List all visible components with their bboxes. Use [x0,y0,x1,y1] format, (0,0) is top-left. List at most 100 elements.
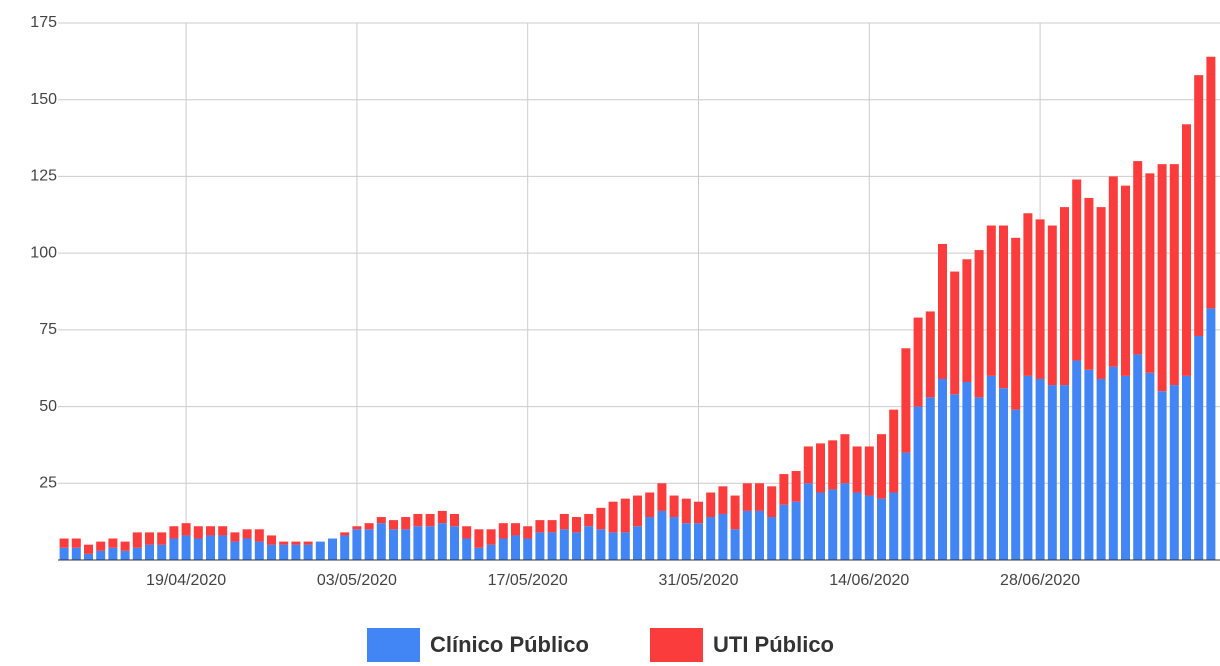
bar [840,434,850,484]
bar [925,397,935,560]
bar [462,526,472,539]
bar [206,526,215,536]
bar [913,317,923,407]
bar [633,495,642,527]
bar [462,538,472,560]
bar [1133,354,1143,560]
bar [498,523,508,539]
bar [352,529,362,560]
bar [584,526,594,560]
bar [474,529,484,548]
x-tick-label: 31/05/2020 [658,572,738,589]
bar [852,446,862,493]
bar [816,443,825,493]
bar [974,250,984,398]
bar [425,513,435,527]
bar [572,517,581,533]
bar [1047,385,1057,560]
bar [816,492,825,560]
bar [1157,391,1167,560]
bar [96,550,106,560]
bar [718,486,728,514]
bar [767,517,777,560]
bar [157,544,167,560]
bar [450,513,459,527]
bar [620,532,630,560]
bar [730,529,740,560]
bar [1133,161,1143,355]
bar [84,553,93,560]
bar [986,225,996,376]
bar [401,529,411,560]
bar [303,541,313,545]
bar [669,517,679,560]
bar [706,492,716,518]
bar [986,375,996,560]
legend-swatch [367,628,420,662]
bar [1035,378,1045,560]
bar [584,513,594,527]
bar [523,526,533,539]
bar [938,378,947,560]
bar [511,523,520,536]
y-tick-label: 175 [30,14,57,31]
bar [1072,360,1082,560]
bar [925,311,935,398]
y-tick-label: 50 [39,398,57,415]
bar [511,535,520,560]
bar [291,544,301,560]
bar [364,523,374,530]
bar [1194,75,1204,336]
bar [279,544,289,560]
bar [169,526,179,539]
bar [864,446,874,496]
bar [59,547,69,560]
bar [694,523,703,560]
bar [1060,385,1069,560]
bar [108,538,118,548]
bar [791,501,801,560]
bar [572,532,581,560]
bar [120,541,130,551]
bar [523,538,533,560]
bar [901,348,911,453]
bar [218,526,228,536]
bar [779,474,789,505]
bar [498,538,508,560]
bar [767,486,777,518]
legend-label: Clínico Público [430,632,589,657]
bar [291,541,301,545]
bar [730,495,740,530]
bar [1121,375,1130,560]
bar [877,434,886,499]
bar [340,532,350,536]
bar [425,526,435,560]
bar [1060,207,1069,386]
bar [1145,372,1155,560]
bar [840,483,850,560]
bar [877,498,886,560]
bar [645,492,655,518]
bar [913,406,923,560]
bar [71,538,81,548]
bar [657,483,667,511]
bar [242,529,252,539]
bar [437,510,447,524]
bar [1182,124,1191,376]
bar [376,523,386,560]
bar [1084,369,1094,560]
bar [267,535,276,545]
bar [1145,173,1155,373]
bar [755,510,764,560]
bar [755,483,764,511]
bar [340,535,350,560]
bar [669,495,679,518]
bar [486,529,496,545]
bar [206,535,215,560]
bar [1047,225,1057,386]
y-tick-label: 25 [39,475,57,492]
bar [559,513,569,530]
bar [1194,335,1204,560]
bar [230,541,240,560]
